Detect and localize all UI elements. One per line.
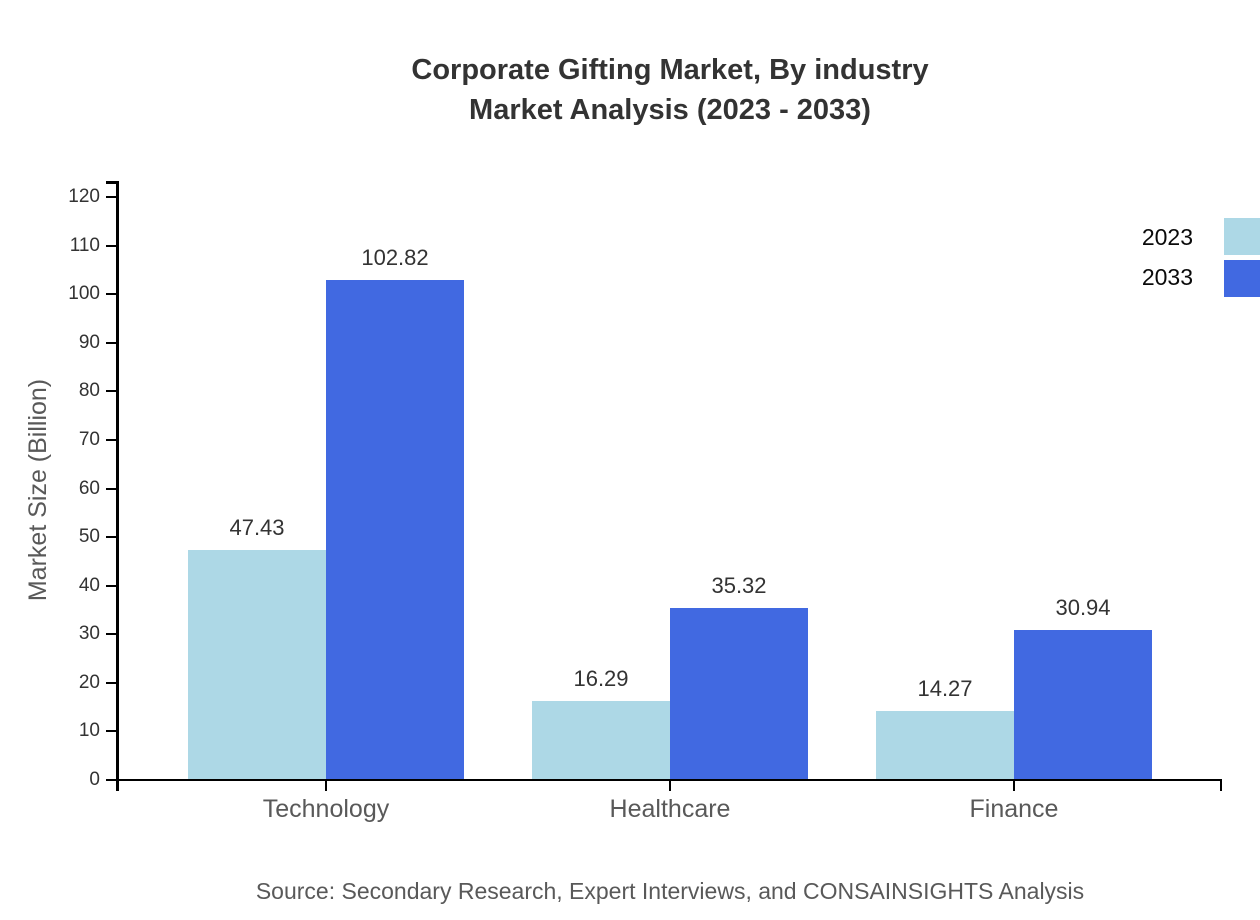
y-tick-label-70: 70 xyxy=(78,428,100,450)
value-label-2033-technology: 102.82 xyxy=(361,245,429,271)
y-tick-label-0: 0 xyxy=(89,769,100,790)
y-tick-label-50: 50 xyxy=(78,526,100,548)
bar-2033-technology xyxy=(326,280,464,780)
value-label-2033-healthcare: 35.32 xyxy=(711,573,767,599)
value-label-2023-finance: 14.27 xyxy=(917,675,973,701)
y-tick-60 xyxy=(106,487,118,490)
x-tick-healthcare xyxy=(669,780,671,791)
value-label-2033-finance: 30.94 xyxy=(1055,594,1111,620)
category-label-technology: Technology xyxy=(262,795,390,823)
y-tick-label-110: 110 xyxy=(69,234,100,256)
category-label-healthcare: Healthcare xyxy=(609,795,731,823)
y-axis-line xyxy=(116,181,119,791)
y-tick-label-60: 60 xyxy=(78,477,100,499)
x-axis-end-cap xyxy=(1219,778,1222,791)
chart-title: Corporate Gifting Market, By industry Ma… xyxy=(118,50,1222,130)
chart-title-line1: Corporate Gifting Market, By industry xyxy=(411,54,929,86)
y-tick-label-20: 20 xyxy=(78,671,100,693)
value-label-2023-healthcare: 16.29 xyxy=(573,665,629,691)
x-tick-finance xyxy=(1013,780,1015,791)
x-tick-technology xyxy=(325,780,327,791)
y-tick-110 xyxy=(106,244,118,247)
bar-2023-finance xyxy=(876,710,1014,780)
category-label-finance: Finance xyxy=(969,795,1059,823)
y-tick-label-10: 10 xyxy=(78,720,100,742)
bar-2023-healthcare xyxy=(532,700,670,780)
y-tick-10 xyxy=(106,730,118,733)
source-note: Source: Secondary Research, Expert Inter… xyxy=(255,878,1085,904)
y-tick-label-100: 100 xyxy=(68,283,100,305)
y-tick-80 xyxy=(106,390,118,393)
y-axis-end-cap xyxy=(106,181,118,184)
y-tick-label-40: 40 xyxy=(78,574,100,596)
bar-2023-technology xyxy=(188,549,326,780)
bar-2033-healthcare xyxy=(670,608,808,780)
y-tick-100 xyxy=(106,293,118,296)
y-tick-label-90: 90 xyxy=(78,331,100,353)
y-tick-50 xyxy=(106,536,118,539)
y-tick-40 xyxy=(106,584,118,587)
y-tick-120 xyxy=(106,196,118,198)
y-tick-20 xyxy=(106,681,118,684)
y-tick-0 xyxy=(106,779,118,781)
y-tick-90 xyxy=(106,341,118,344)
y-tick-label-80: 80 xyxy=(78,380,100,402)
y-tick-label-30: 30 xyxy=(78,623,100,645)
chart-title-line2: Market Analysis (2023 - 2033) xyxy=(469,94,871,126)
y-tick-label-120: 120 xyxy=(68,186,100,207)
value-label-2023-technology: 47.43 xyxy=(229,514,285,540)
x-axis-line xyxy=(116,778,1222,781)
y-tick-70 xyxy=(106,438,118,441)
y-tick-30 xyxy=(106,633,118,636)
bar-2033-finance xyxy=(1014,629,1152,780)
